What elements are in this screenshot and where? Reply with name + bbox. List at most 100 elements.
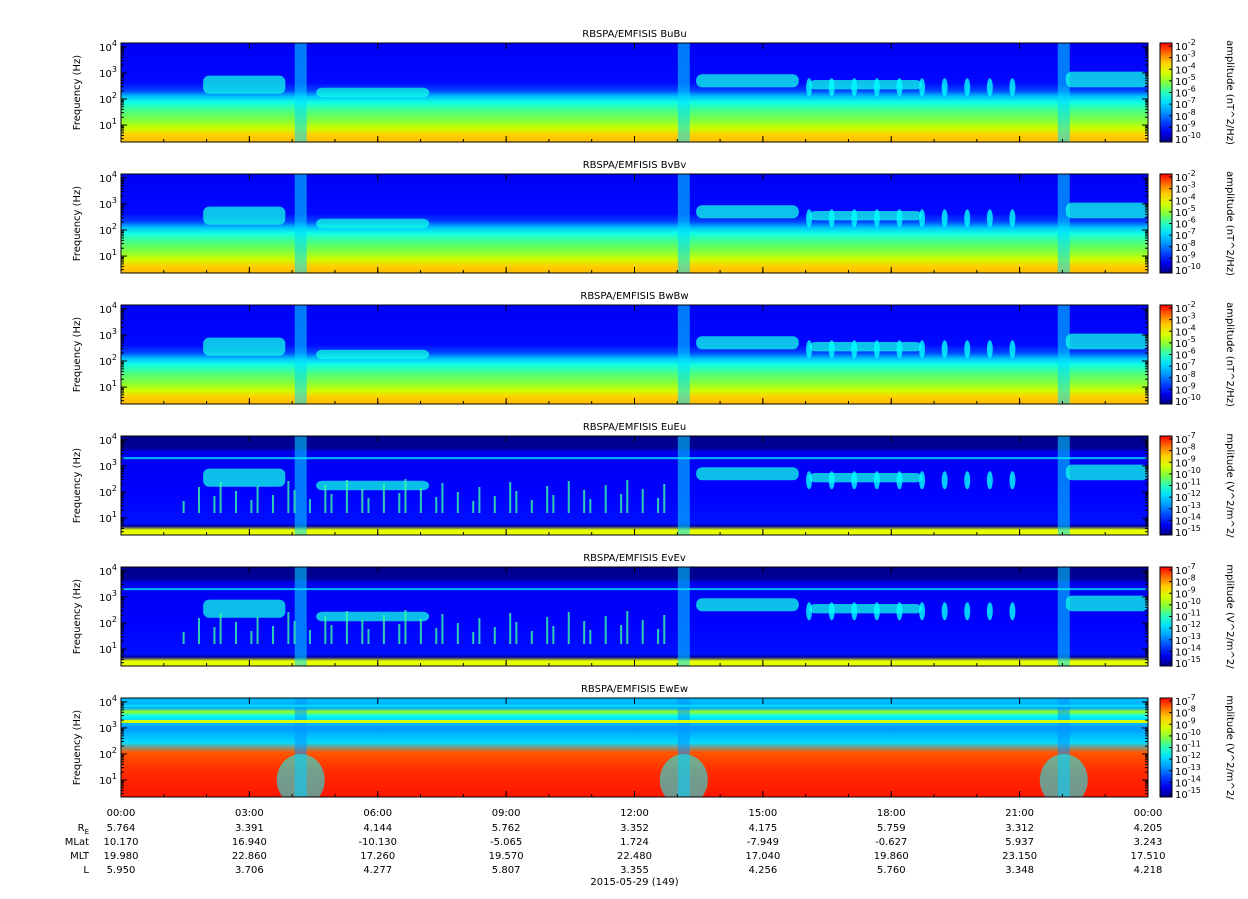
y-tick-base: 10 bbox=[99, 619, 112, 630]
colorbar-tick-exp: -11 bbox=[1188, 609, 1201, 618]
broadband-spike bbox=[256, 617, 259, 644]
broadband-spike bbox=[308, 630, 311, 644]
colorbar-tick-base: 10 bbox=[1175, 385, 1188, 396]
colorbar-tick-label: 10-3 bbox=[1175, 50, 1196, 65]
ephemeris-value: 3.391 bbox=[235, 823, 264, 834]
colorbar: 10-710-810-910-1010-1110-1210-1310-1410-… bbox=[1159, 431, 1235, 539]
broadband-spike bbox=[330, 494, 333, 513]
colorbar-tick-exp: -10 bbox=[1188, 393, 1201, 402]
y-tick-base: 10 bbox=[99, 698, 112, 709]
y-tick-base: 10 bbox=[99, 593, 112, 604]
colorbar-label: mplitude (V^2/m^2/ bbox=[1224, 433, 1235, 538]
chorus-element bbox=[964, 209, 971, 228]
chorus-element bbox=[806, 78, 813, 97]
ephemeris-label: L bbox=[83, 865, 89, 876]
emission-band bbox=[203, 468, 286, 487]
perigee-dip bbox=[276, 754, 325, 797]
chorus-element bbox=[851, 78, 858, 97]
colorbar-tick-base: 10 bbox=[1175, 709, 1188, 720]
colorbar-tick-exp: -8 bbox=[1188, 443, 1196, 452]
colorbar-tick-exp: -8 bbox=[1188, 108, 1196, 117]
colorbar-tick-base: 10 bbox=[1175, 254, 1188, 265]
ephemeris-row-label: MLT bbox=[70, 851, 90, 862]
broadband-spike bbox=[404, 479, 407, 513]
x-tick-label: 15:00 bbox=[748, 808, 777, 819]
colorbar-tick-base: 10 bbox=[1175, 185, 1188, 196]
spectrogram-panel-4: RBSPA/EMFISIS EuEu101102103104Frequency … bbox=[72, 422, 1235, 539]
y-tick-label: 104 bbox=[99, 432, 117, 447]
spectrogram-panel-2: RBSPA/EMFISIS BvBv101102103104Frequency … bbox=[72, 160, 1235, 277]
broadband-spike bbox=[419, 619, 422, 644]
y-tick-base: 10 bbox=[99, 331, 112, 342]
colorbar-tick-label: 10-15 bbox=[1175, 524, 1201, 539]
x-tick-label: 06:00 bbox=[363, 808, 392, 819]
emission-band bbox=[203, 337, 286, 356]
panel-title: RBSPA/EMFISIS EwEw bbox=[581, 684, 688, 695]
y-tick-base: 10 bbox=[99, 43, 112, 54]
colorbar-tick-exp: -2 bbox=[1188, 300, 1196, 309]
ephemeris-value: 19.980 bbox=[104, 851, 139, 862]
perigee-streak bbox=[294, 43, 307, 142]
colorbar-tick-base: 10 bbox=[1175, 528, 1188, 539]
broadband-spike bbox=[250, 500, 253, 513]
chorus-element bbox=[941, 471, 948, 490]
x-tick-label: 00:00 bbox=[107, 808, 136, 819]
y-tick-label: 101 bbox=[99, 248, 117, 263]
perigee-streak bbox=[677, 567, 690, 666]
broadband-spike bbox=[604, 485, 607, 513]
y-tick-label: 101 bbox=[99, 117, 117, 132]
colorbar-tick-base: 10 bbox=[1175, 601, 1188, 612]
colorbar-tick-exp: -7 bbox=[1188, 431, 1196, 440]
emission-band bbox=[316, 218, 430, 229]
perigee-streak bbox=[1057, 436, 1070, 535]
colorbar-tick-base: 10 bbox=[1175, 755, 1188, 766]
ephemeris-value: -0.627 bbox=[875, 837, 907, 848]
colorbar-tick-label: 10-12 bbox=[1175, 751, 1201, 766]
broadband-spike bbox=[271, 495, 274, 513]
ephemeris-value: 16.940 bbox=[232, 837, 267, 848]
ephemeris-value: 1.724 bbox=[620, 837, 649, 848]
colorbar-tick-label: 10-4 bbox=[1175, 61, 1196, 76]
broadband-spike bbox=[213, 627, 216, 644]
emission-band bbox=[203, 75, 286, 94]
ephemeris-value: 17.510 bbox=[1131, 851, 1166, 862]
spectrogram-image bbox=[121, 305, 1148, 404]
ephemeris-value: 19.860 bbox=[874, 851, 909, 862]
colorbar-tick-label: 10-9 bbox=[1175, 716, 1196, 731]
broadband-spike bbox=[404, 610, 407, 644]
ephemeris-value: 5.760 bbox=[877, 865, 906, 876]
colorbar-tick-label: 10-9 bbox=[1175, 381, 1196, 396]
colorbar-tick-base: 10 bbox=[1175, 505, 1188, 516]
colorbar-tick-base: 10 bbox=[1175, 362, 1188, 373]
spectrogram-panel-5: RBSPA/EMFISIS EvEv101102103104Frequency … bbox=[72, 553, 1235, 670]
broadband-spike bbox=[663, 615, 666, 644]
broadband-spike bbox=[626, 611, 629, 644]
colorbar-tick-label: 10-2 bbox=[1175, 169, 1196, 184]
ephemeris-label: MLT bbox=[70, 851, 90, 862]
ephemeris-value: 5.762 bbox=[492, 823, 521, 834]
y-tick-base: 10 bbox=[99, 226, 112, 237]
chorus-element bbox=[896, 602, 903, 621]
y-tick-label: 102 bbox=[99, 353, 117, 368]
broadband-spike bbox=[361, 620, 364, 644]
colorbar-tick-label: 10-7 bbox=[1175, 431, 1196, 446]
colorbar-tick-label: 10-9 bbox=[1175, 585, 1196, 600]
colorbar-tick-base: 10 bbox=[1175, 447, 1188, 458]
ephemeris-value: 17.260 bbox=[360, 851, 395, 862]
chorus-element bbox=[986, 209, 993, 228]
spectrogram-panel-3: RBSPA/EMFISIS BwBw101102103104Frequency … bbox=[72, 291, 1235, 408]
y-tick-exp: 2 bbox=[112, 353, 117, 362]
chorus-element bbox=[851, 209, 858, 228]
broadband-spike bbox=[620, 625, 623, 644]
ephemeris-value: 5.950 bbox=[107, 865, 136, 876]
chorus-element bbox=[828, 209, 835, 228]
y-tick-label: 103 bbox=[99, 65, 117, 80]
colorbar-tick-label: 10-7 bbox=[1175, 227, 1196, 242]
broadband-spike bbox=[583, 490, 586, 513]
broadband-spike bbox=[287, 481, 290, 513]
broadband-spike bbox=[256, 486, 259, 513]
y-tick-label: 102 bbox=[99, 484, 117, 499]
colorbar-tick-label: 10-11 bbox=[1175, 478, 1201, 493]
broadband-spike bbox=[552, 495, 555, 513]
colorbar-tick-base: 10 bbox=[1175, 578, 1188, 589]
